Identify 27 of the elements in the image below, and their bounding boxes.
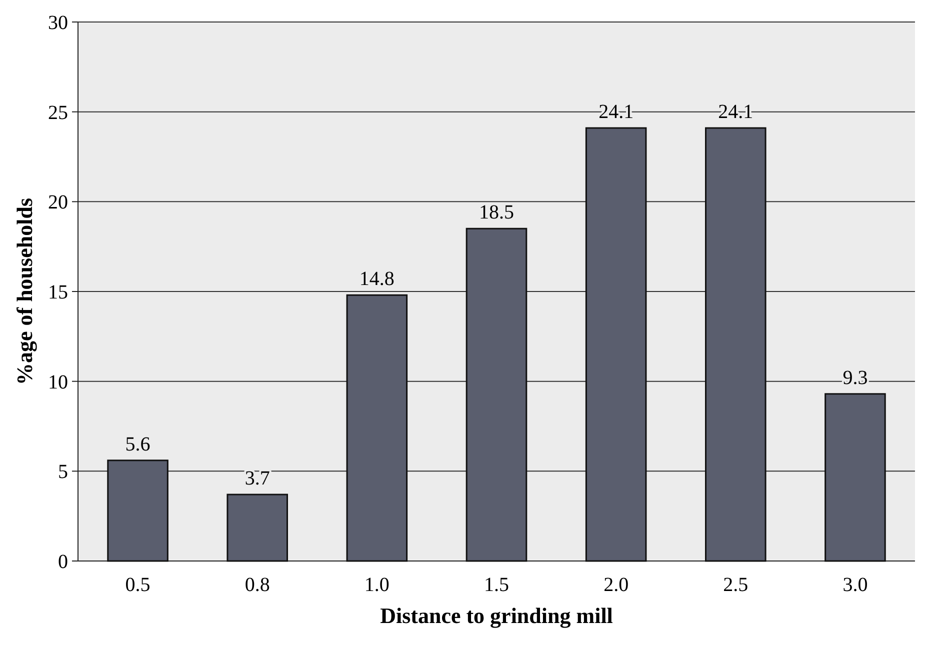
x-tick-label: 2.5	[723, 574, 748, 596]
bar	[466, 228, 528, 562]
bar	[824, 393, 886, 562]
x-tick-label: 1.5	[484, 574, 509, 596]
data-label: 14.8	[359, 268, 394, 290]
data-label: 3.7	[244, 468, 270, 490]
x-tick-label: 2.0	[604, 574, 629, 596]
x-axis-title: Distance to grinding mill	[380, 603, 613, 628]
data-label: 5.6	[125, 433, 150, 456]
x-tick-label: 3.0	[842, 574, 868, 596]
y-tick-label: 30	[48, 12, 68, 34]
bar	[346, 294, 408, 562]
y-axis-title: %age of households	[12, 198, 37, 386]
y-tick-label: 5	[58, 461, 68, 484]
y-tick-label: 0	[58, 551, 68, 573]
y-tick-label: 15	[48, 282, 68, 304]
data-label: 18.5	[479, 202, 514, 224]
bar	[107, 460, 168, 562]
bar	[705, 127, 766, 562]
x-tick-label: 1.0	[364, 574, 390, 596]
y-tick-label: 10	[48, 371, 68, 394]
y-tick-label: 20	[48, 192, 68, 214]
y-tick-label: 25	[48, 102, 68, 124]
x-tick-label: 0.5	[125, 574, 150, 596]
bar	[585, 127, 647, 562]
bar	[226, 494, 288, 562]
x-tick-label: 0.8	[244, 574, 270, 596]
